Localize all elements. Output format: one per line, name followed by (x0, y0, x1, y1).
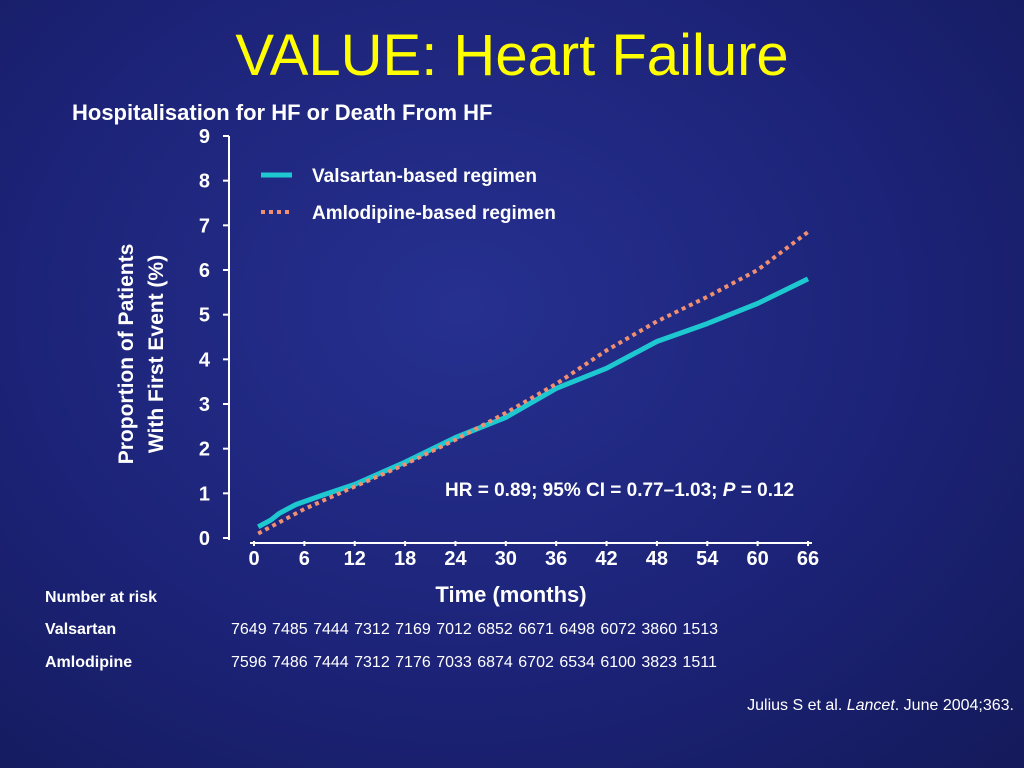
series-line-amlodipine (257, 230, 810, 536)
hr-prefix: HR = 0.89; 95% CI = 0.77–1.03; (445, 480, 723, 501)
legend-label-valsartan: Valsartan-based regimen (312, 166, 537, 187)
y-tick-label: 3 (199, 394, 210, 416)
risk-row-values-valsartan: 7649 7485 7444 7312 7169 7012 6852 6671 … (231, 621, 719, 638)
citation-authors: Julius S et al. (747, 697, 847, 714)
x-axis-ticks: 0 6 12 18 24 30 36 42 48 54 60 66 (248, 541, 819, 570)
legend-label-amlodipine: Amlodipine-based regimen (312, 203, 556, 224)
chart-series (257, 230, 810, 536)
x-tick-label: 66 (797, 548, 819, 570)
x-tick-label: 36 (545, 548, 567, 570)
y-tick-label: 8 (199, 171, 210, 193)
y-tick-label: 5 (199, 305, 210, 327)
y-tick-label: 7 (199, 215, 210, 237)
x-tick-label: 60 (747, 548, 769, 570)
y-tick-label: 1 (199, 483, 210, 505)
y-axis-ticks: 0 1 2 3 4 5 6 7 8 9 (199, 126, 229, 550)
risk-row-values-amlodipine: 7596 7486 7444 7312 7176 7033 6874 6702 … (231, 654, 717, 671)
y-axis-label-line2: With First Event (%) (145, 255, 168, 453)
x-tick-label: 42 (595, 548, 617, 570)
y-tick-label: 2 (199, 439, 210, 461)
x-tick-label: 0 (248, 548, 259, 570)
hazard-ratio-annotation: HR = 0.89; 95% CI = 0.77–1.03; P = 0.12 (445, 480, 794, 501)
x-tick-label: 54 (696, 548, 719, 570)
x-tick-label: 48 (646, 548, 668, 570)
citation-details: . June 2004;363. (894, 697, 1014, 714)
number-at-risk-header: Number at risk (45, 589, 158, 606)
risk-row-label-valsartan: Valsartan (45, 621, 117, 638)
chart-legend: Valsartan-based regimen Amlodipine-based … (261, 166, 556, 224)
x-tick-label: 24 (444, 548, 467, 570)
citation: Julius S et al. Lancet. June 2004;363. (747, 697, 1014, 715)
chart-subtitle: Hospitalisation for HF or Death From HF (72, 100, 493, 125)
x-axis-label: Time (months) (435, 582, 586, 607)
y-tick-label: 0 (199, 528, 210, 550)
hr-p-label: P (723, 480, 736, 501)
y-tick-label: 9 (199, 126, 210, 148)
x-tick-label: 6 (299, 548, 310, 570)
slide-title: VALUE: Heart Failure (235, 23, 789, 88)
y-tick-label: 6 (199, 260, 210, 282)
x-tick-label: 18 (394, 548, 416, 570)
hr-suffix: = 0.12 (735, 480, 794, 501)
y-axis-label-line1: Proportion of Patients (115, 244, 138, 465)
x-tick-label: 30 (495, 548, 517, 570)
risk-row-label-amlodipine: Amlodipine (45, 654, 133, 671)
y-tick-label: 4 (199, 349, 211, 371)
citation-journal: Lancet (846, 697, 895, 714)
x-tick-label: 12 (344, 548, 366, 570)
